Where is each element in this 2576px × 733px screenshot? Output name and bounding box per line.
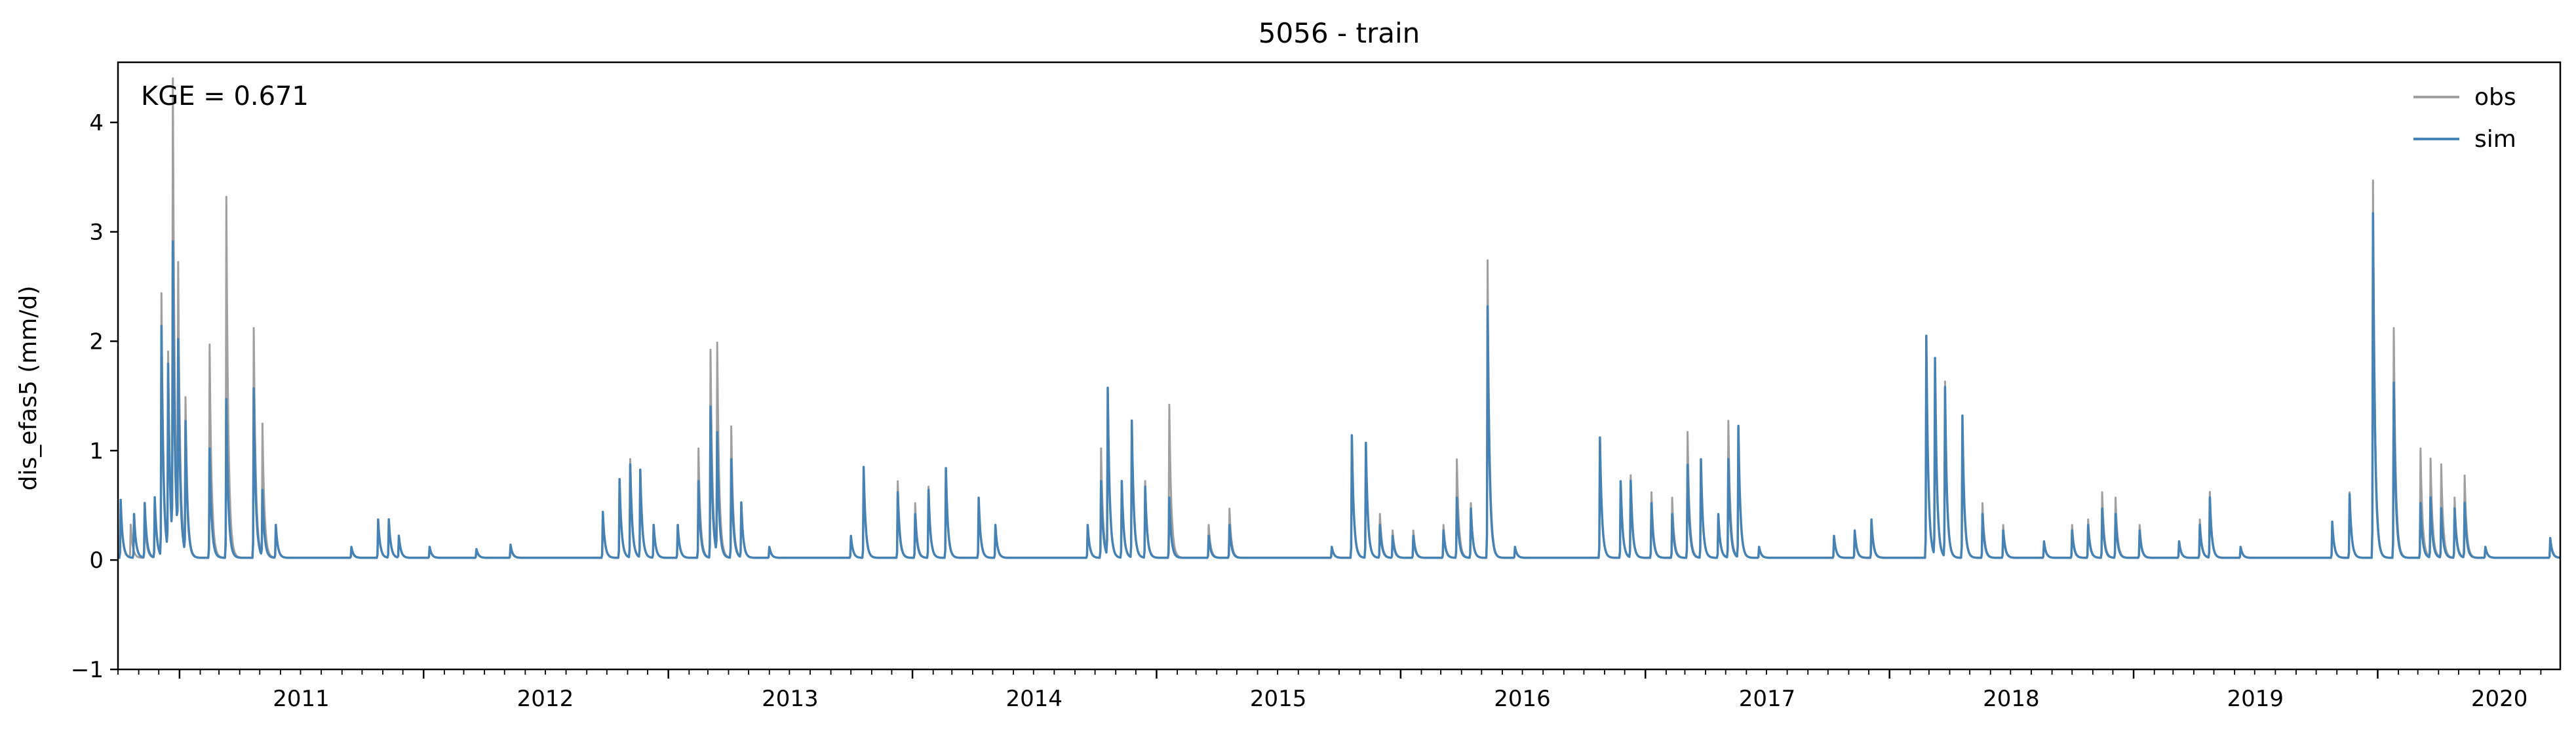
series-layer (117, 77, 2561, 559)
x-tick-label: 2019 (2227, 686, 2284, 712)
legend: obs sim (2413, 84, 2516, 153)
x-tick-label: 2013 (762, 686, 819, 712)
y-tick-label: 0 (89, 547, 104, 574)
y-tick-label: 4 (89, 110, 104, 136)
legend-label-sim: sim (2474, 126, 2516, 153)
y-tick-label: 3 (89, 220, 104, 246)
x-tick-label: 2015 (1250, 686, 1307, 712)
x-tick-label: 2014 (1005, 686, 1063, 712)
legend-label-obs: obs (2474, 84, 2516, 111)
y-tick-label: −1 (71, 657, 104, 683)
y-tick-label: 1 (89, 438, 104, 464)
x-tick-label: 2012 (517, 686, 574, 712)
x-tick-label: 2011 (273, 686, 330, 712)
x-tick-label: 2018 (1983, 686, 2040, 712)
x-tick-label: 2017 (1739, 686, 1796, 712)
y-tick-label: 2 (89, 328, 104, 355)
y-axis: −1 0 1 2 3 4 (71, 110, 118, 683)
chart-title: 5056 - train (1259, 17, 1420, 49)
series-line-sim (117, 212, 2561, 559)
x-axis: 2011 2012 2013 2014 2015 2016 2017 2018 2019 2020 (117, 669, 2542, 712)
x-tick-label: 2016 (1494, 686, 1551, 712)
kge-annotation: KGE = 0.671 (141, 81, 309, 111)
y-axis-label: dis_efas5 (mm/d) (15, 286, 42, 491)
x-tick-label: 2020 (2471, 686, 2528, 712)
